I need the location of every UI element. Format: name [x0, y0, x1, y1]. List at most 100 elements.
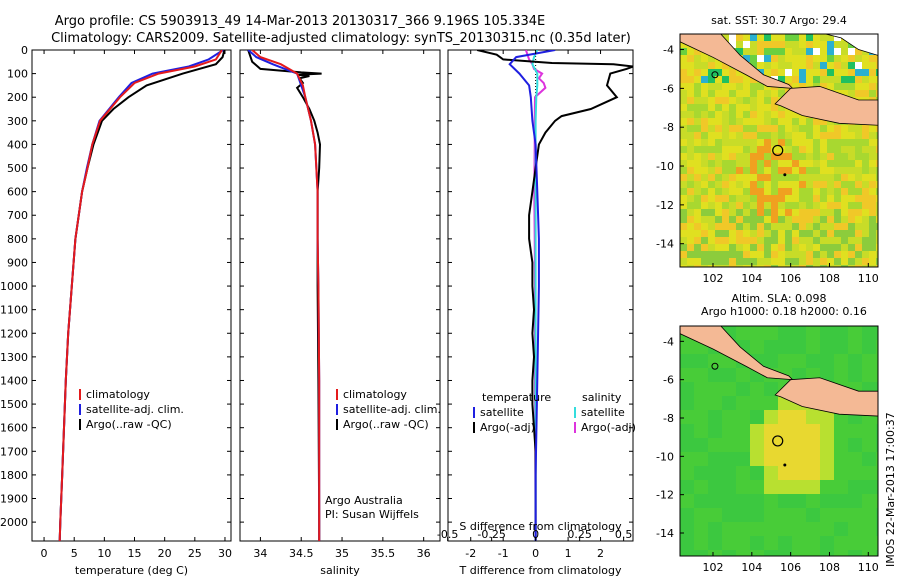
x-tick-label: 106 [780, 561, 801, 574]
map-cell [862, 153, 870, 161]
map-cell [701, 76, 709, 84]
map-cell [855, 251, 863, 259]
map-cell [736, 265, 744, 267]
map-cell [722, 62, 730, 70]
map-cell [694, 237, 702, 245]
map-cell [876, 494, 878, 509]
map-cell [820, 508, 835, 523]
map-cell [680, 41, 688, 49]
map-cell [862, 83, 870, 91]
map-cell [680, 195, 688, 203]
map-cell [715, 258, 723, 266]
difference-frame [447, 49, 634, 542]
map-cell [687, 104, 695, 112]
map-cell [869, 188, 877, 196]
map-cell [708, 195, 716, 203]
map-cell [806, 251, 814, 259]
map-cell [820, 244, 828, 252]
map-cell [813, 230, 821, 238]
map-cell [715, 90, 723, 98]
map-cell [876, 62, 878, 70]
map-cell [834, 536, 849, 551]
map-cell [736, 244, 744, 252]
map-cell [792, 181, 800, 189]
map-cell [813, 62, 821, 70]
map-cell [729, 76, 737, 84]
map-cell [778, 188, 786, 196]
map-cell [743, 265, 751, 267]
map-cell [834, 223, 842, 231]
map-cell [680, 216, 688, 224]
map-cell [715, 76, 723, 84]
map-cell [764, 69, 772, 77]
map-cell [778, 62, 786, 70]
map-cell [715, 146, 723, 154]
map-cell [778, 202, 786, 210]
map-cell [743, 76, 751, 84]
map-cell [820, 223, 828, 231]
map-cell [869, 62, 877, 70]
map-cell [764, 174, 772, 182]
map-cell [834, 466, 849, 481]
map-cell [750, 48, 758, 56]
map-cell [708, 111, 716, 119]
map-cell [862, 424, 877, 439]
map-cell [764, 382, 779, 397]
map-cell [764, 354, 779, 369]
map-cell [757, 237, 765, 245]
legend-label: Argo(..raw -QC) [86, 418, 172, 431]
map-cell [785, 167, 793, 175]
map-cell [855, 69, 863, 77]
map-cell [764, 251, 772, 259]
map-cell [841, 69, 849, 77]
map-cell [729, 90, 737, 98]
map-cell [806, 132, 814, 140]
map-cell [722, 188, 730, 196]
map-cell [694, 146, 702, 154]
map-cell [694, 368, 709, 383]
map-cell [806, 522, 821, 537]
map-cell [806, 76, 814, 84]
timestamp-stamp: IMOS 22-Mar-2013 17:00:37 [884, 412, 897, 567]
land-java [774, 86, 878, 126]
map-cell [862, 550, 877, 556]
map-cell [757, 174, 765, 182]
map-cell [694, 118, 702, 126]
map-cell [694, 382, 709, 397]
map-cell [785, 181, 793, 189]
map-cell [841, 195, 849, 203]
map-cell [876, 522, 878, 537]
map-cell [869, 244, 877, 252]
map-cell [848, 438, 863, 453]
map-cell [771, 244, 779, 252]
map-cell [820, 48, 828, 56]
map-cell [869, 146, 877, 154]
map-cell [792, 153, 800, 161]
map-cell [778, 494, 793, 509]
map-cell [771, 34, 779, 42]
x-tick-label: 35 [335, 547, 349, 560]
map-cell [736, 111, 744, 119]
map-cell [778, 132, 786, 140]
map-cell [813, 153, 821, 161]
map-cell [806, 188, 814, 196]
map-cell [680, 340, 695, 355]
map-cell [827, 153, 835, 161]
legend-label: Argo(-adj) [581, 421, 636, 434]
map-cell [687, 76, 695, 84]
map-cell [715, 216, 723, 224]
map-cell [722, 410, 737, 425]
map-cell [743, 202, 751, 210]
map-cell [736, 97, 744, 105]
map-cell [834, 83, 842, 91]
map-cell [855, 202, 863, 210]
map-cell [799, 55, 807, 63]
map-cell [701, 146, 709, 154]
map-cell [855, 188, 863, 196]
map-cell [729, 139, 737, 147]
map-cell [848, 209, 856, 217]
map-cell [834, 160, 842, 168]
map-cell [729, 258, 737, 266]
map-cell [722, 139, 730, 147]
map-cell [757, 188, 765, 196]
